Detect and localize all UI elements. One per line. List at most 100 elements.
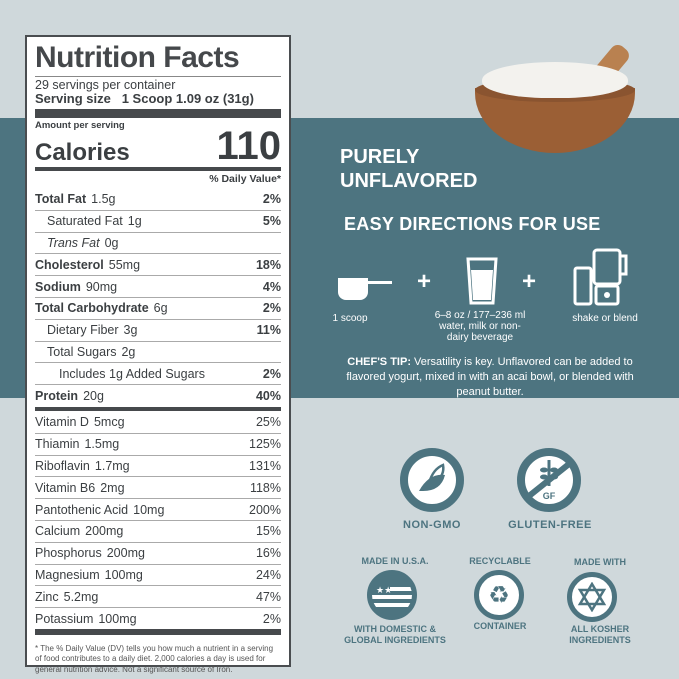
daily-value: 40% <box>255 388 281 403</box>
kosher-bottom-label: ALL KOSHER INGREDIENTS <box>569 624 631 645</box>
nutrient-label: Total Sugars <box>47 344 117 359</box>
calories-row: Calories 110 <box>35 126 281 166</box>
nutrient-amount: 20g <box>83 388 104 403</box>
directions-title: EASY DIRECTIONS FOR USE <box>344 214 601 234</box>
vitamin-row: Vitamin B6 2mg 118% <box>35 476 281 498</box>
nutrient-label: Trans Fat <box>47 235 100 250</box>
nutrient-row: Sodium 90mg 4% <box>35 275 281 297</box>
nutrient-label: Zinc <box>35 589 59 604</box>
nutrient-label: Sodium <box>35 279 81 294</box>
nutrient-row: Cholesterol 55mg 18% <box>35 253 281 275</box>
calories-label: Calories <box>35 139 130 166</box>
nutrient-label: Thiamin <box>35 437 80 452</box>
daily-value: 24% <box>255 567 281 582</box>
nutrient-name: Total Carbohydrate 6g <box>35 301 168 315</box>
nutrient-amount: 10mg <box>133 502 165 517</box>
nutrient-label: Vitamin D <box>35 414 89 429</box>
nutrient-name: Zinc 5.2mg <box>35 590 98 604</box>
nutrient-amount: 6g <box>153 301 168 316</box>
nutrient-name: Trans Fat 0g <box>35 236 118 250</box>
usa-bottom-label: WITH DOMESTIC & GLOBAL INGREDIENTS <box>344 624 446 645</box>
nutrient-name: Potassium 100mg <box>35 612 137 626</box>
step-3-text: shake or blend <box>572 313 638 324</box>
recyclable-bottom-label: CONTAINER <box>473 621 527 631</box>
glass-icon <box>466 257 498 305</box>
tip-text: Versatility is key. Unflavored can be ad… <box>346 356 634 398</box>
daily-value: 11% <box>256 323 281 338</box>
nutrient-name: Pantothenic Acid 10mg <box>35 503 164 517</box>
nutrient-label: Dietary Fiber <box>47 323 119 338</box>
nutrient-label: Total Carbohydrate <box>35 301 149 316</box>
nutrient-name: Sodium 90mg <box>35 280 117 294</box>
bowl-of-powder-image <box>470 40 650 153</box>
nutrient-name: Phosphorus 200mg <box>35 546 145 560</box>
daily-value: 125% <box>249 437 281 452</box>
nutrient-label: Cholesterol <box>35 257 104 272</box>
vitamin-row: Calcium 200mg 15% <box>35 519 281 542</box>
vitamin-row: Thiamin 1.5mg 125% <box>35 432 281 455</box>
gf-text: GF <box>543 491 556 501</box>
nutrient-row: Total Carbohydrate 6g 2% <box>35 296 281 319</box>
non-gmo-leaf-icon <box>400 448 464 512</box>
daily-value: 16% <box>255 546 281 561</box>
kosher-top-label: MADE WITH <box>574 557 626 567</box>
vitamin-row: Vitamin D 5mcg 25% <box>35 411 281 433</box>
daily-value: 5% <box>262 214 281 229</box>
blender-icon <box>573 248 628 306</box>
nutrient-label: Includes 1g Added Sugars <box>59 366 205 381</box>
daily-value: 2% <box>262 366 281 381</box>
nutrient-amount: 0g <box>104 235 119 250</box>
daily-value: 47% <box>255 589 281 604</box>
nutrient-name: Saturated Fat 1g <box>35 214 142 228</box>
nutrient-row: Saturated Fat 1g 5% <box>35 209 281 232</box>
nutrient-label: Magnesium <box>35 567 100 582</box>
nutrient-row: Protein 20g 40% <box>35 384 281 406</box>
vitamin-row: Riboflavin 1.7mg 131% <box>35 454 281 477</box>
vitamin-row: Pantothenic Acid 10mg 200% <box>35 498 281 520</box>
nutrient-name: Cholesterol 55mg <box>35 258 140 272</box>
daily-value: 15% <box>255 524 281 539</box>
nutrient-name: Includes 1g Added Sugars <box>35 367 210 381</box>
nutrition-facts-label: Nutrition Facts 29 servings per containe… <box>25 35 291 674</box>
tip-label: CHEF'S TIP: <box>347 356 411 368</box>
vitamin-row: Magnesium 100mg 24% <box>35 563 281 586</box>
serving-size-label: Serving size <box>35 91 111 106</box>
nutrient-label: Riboflavin <box>35 458 90 473</box>
nutrient-name: Thiamin 1.5mg <box>35 437 119 451</box>
nutrient-amount: 2g <box>121 344 136 359</box>
daily-value: 131% <box>249 458 281 473</box>
nutrient-amount: 100mg <box>98 611 137 626</box>
nutrient-amount: 2mg <box>100 480 125 495</box>
star-of-david-icon <box>567 572 617 622</box>
plus-icon: + <box>522 268 537 295</box>
nutrient-amount: 3g <box>123 323 138 338</box>
nutrient-name: Dietary Fiber 3g <box>35 323 137 337</box>
headline-line-1: PURELY <box>340 146 420 168</box>
chefs-tip: CHEF'S TIP: Versatility is key. Unflavor… <box>330 355 650 400</box>
step-2-text: 6–8 oz / 177–236 ml water, milk or non-d… <box>434 310 526 343</box>
nutrient-name: Total Fat 1.5g <box>35 192 116 206</box>
nutrient-amount: 1.5g <box>91 191 116 206</box>
nutrient-label: Phosphorus <box>35 546 102 561</box>
nutrient-label: Vitamin B6 <box>35 480 96 495</box>
gluten-free-wheat-icon: GF <box>517 448 581 512</box>
daily-value: 118% <box>249 480 281 495</box>
nutrient-name: Protein 20g <box>35 389 104 403</box>
nutrient-name: Vitamin B6 2mg <box>35 481 125 495</box>
calories-value: 110 <box>216 124 281 168</box>
serving-size: Serving size 1 Scoop 1.09 oz (31g) <box>35 92 281 106</box>
step-1-text: 1 scoop <box>332 313 368 324</box>
daily-value: 4% <box>262 279 281 294</box>
daily-value: 25% <box>255 414 281 429</box>
nutrient-amount: 200mg <box>106 546 145 561</box>
nutrient-name: Calcium 200mg <box>35 524 123 538</box>
nutrient-row: Total Sugars 2g <box>35 340 281 363</box>
nutrient-label: Potassium <box>35 611 94 626</box>
nutrient-row: Includes 1g Added Sugars 2% <box>35 362 281 384</box>
plus-icon: + <box>417 268 432 295</box>
nutrient-name: Riboflavin 1.7mg <box>35 459 130 473</box>
headline-line-2: UNFLAVORED <box>340 170 478 192</box>
nutrient-row: Total Fat 1.5g 2% <box>35 188 281 210</box>
nutrient-amount: 55mg <box>108 257 141 272</box>
daily-value: 2% <box>262 301 281 316</box>
